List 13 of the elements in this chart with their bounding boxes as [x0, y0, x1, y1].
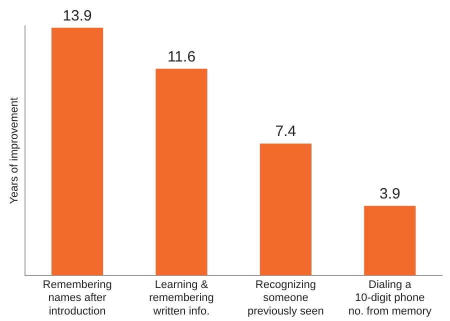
- x-tick-label: Learning & remembering written info.: [149, 279, 214, 318]
- data-label: 7.4: [275, 123, 296, 140]
- bar: [260, 144, 312, 276]
- y-axis-title: Years of improvement: [8, 97, 21, 204]
- x-tick-label: Recognizing someone previously seen: [247, 279, 324, 318]
- x-tick-label: Dialing a 10-digit phone no. from memory: [348, 279, 432, 318]
- bar: [364, 206, 416, 276]
- data-label: 13.9: [62, 7, 92, 24]
- bar: [52, 28, 104, 276]
- data-label: 3.9: [379, 186, 400, 203]
- bar: [156, 68, 208, 276]
- x-tick-label: Remembering names after introduction: [42, 279, 112, 318]
- data-label: 11.6: [167, 48, 196, 66]
